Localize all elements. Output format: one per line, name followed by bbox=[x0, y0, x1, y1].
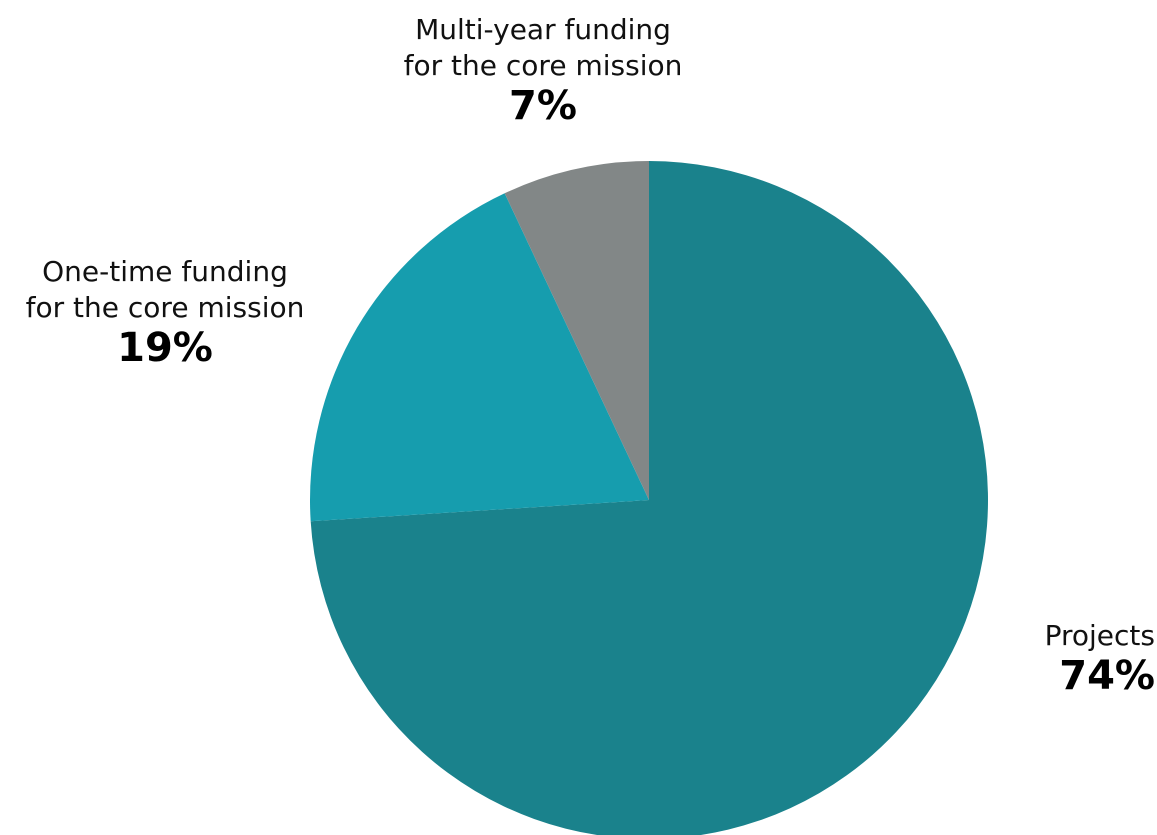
slice-label-projects-line-1: Projects bbox=[1044, 619, 1155, 652]
pie-slice-projects bbox=[310, 161, 988, 835]
slice-value-multi-year: 7% bbox=[509, 83, 577, 129]
pie-slices bbox=[310, 161, 988, 835]
slice-label-projects: Projects 74% bbox=[1010, 618, 1155, 698]
slice-label-multi-year-line-2: for the core mission bbox=[403, 49, 683, 82]
pie-slice-one-time bbox=[310, 193, 649, 522]
slice-value-one-time: 19% bbox=[117, 325, 213, 371]
slice-value-projects: 74% bbox=[1059, 653, 1155, 699]
slice-label-one-time-line-1: One-time funding bbox=[42, 255, 288, 288]
slice-label-one-time-line-2: for the core mission bbox=[25, 291, 305, 324]
pie-slice-multi-year bbox=[504, 161, 649, 500]
slice-label-one-time: One-time funding for the core mission 19… bbox=[0, 254, 330, 370]
slice-label-multi-year-line-1: Multi-year funding bbox=[415, 13, 671, 46]
slice-label-multi-year: Multi-year funding for the core mission … bbox=[398, 12, 688, 128]
